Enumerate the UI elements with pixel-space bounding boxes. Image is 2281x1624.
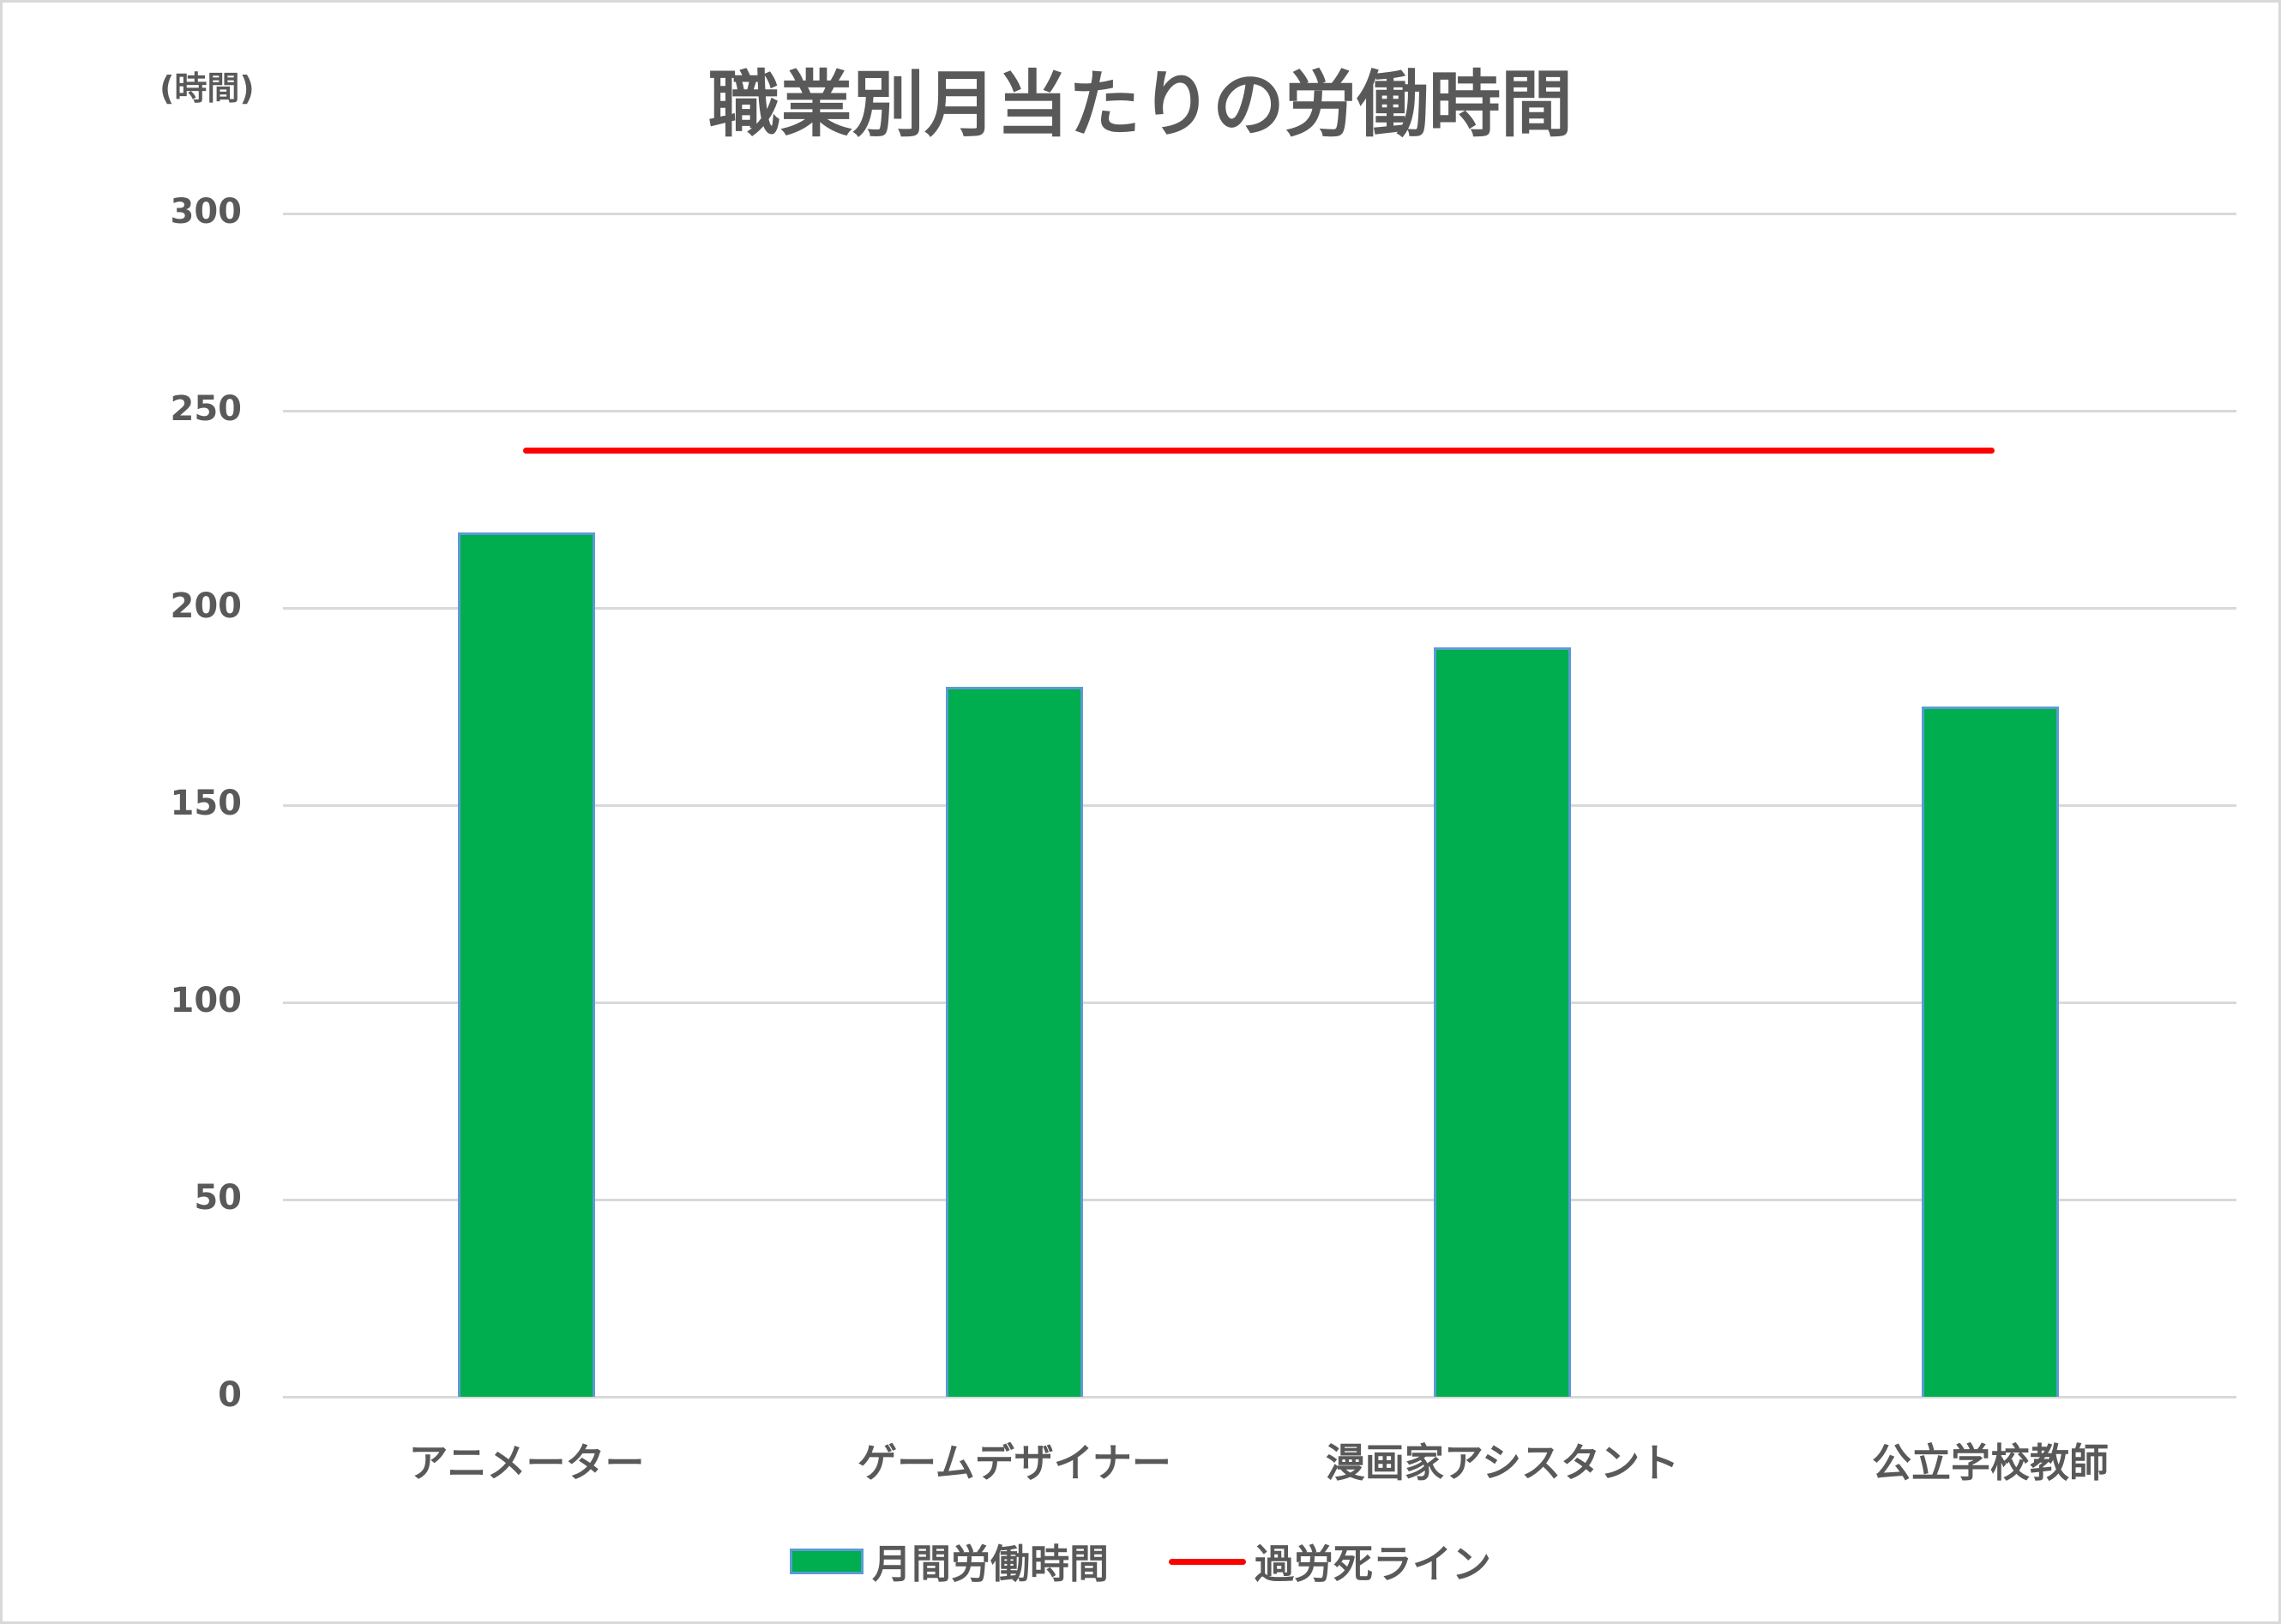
gridline-250 xyxy=(283,410,2236,412)
bar-game-designer xyxy=(946,687,1083,1397)
plot-area: 300 250 200 150 100 50 0 xyxy=(171,192,2236,1415)
legend-swatch-line-icon xyxy=(1169,1558,1246,1565)
gridline-0 xyxy=(283,1396,2236,1398)
x-category-label: 漫画家アシスタント xyxy=(1325,1440,1680,1486)
legend-item-karoshi-line: 過労死ライン xyxy=(1169,1533,1491,1590)
chart-title: 職業別月当たりの労働時間 xyxy=(707,63,1573,147)
legend-swatch-bar-icon xyxy=(790,1549,864,1574)
y-tick-label: 250 xyxy=(170,389,243,429)
x-category-label: 公立学校教師 xyxy=(1872,1440,2109,1486)
legend-label: 過労死ライン xyxy=(1255,1541,1491,1587)
legend: 月間労働時間 過労死ライン xyxy=(0,1533,2281,1590)
bar-animator xyxy=(458,532,595,1397)
y-tick-label: 300 xyxy=(170,192,243,232)
y-tick-label: 50 xyxy=(194,1178,242,1218)
y-tick-label: 150 xyxy=(170,784,243,823)
gridline-300 xyxy=(283,213,2236,215)
gridline-100 xyxy=(283,1001,2236,1004)
y-axis-unit: (時間) xyxy=(159,69,255,107)
bar-manga-assistant xyxy=(1434,647,1571,1397)
legend-item-monthly-hours: 月間労働時間 xyxy=(790,1533,1109,1590)
x-category-label: アニメーター xyxy=(408,1440,645,1486)
x-category-label: ゲームデザイナー xyxy=(858,1440,1171,1486)
gridline-150 xyxy=(283,804,2236,807)
gridline-50 xyxy=(283,1199,2236,1201)
gridline-200 xyxy=(283,607,2236,610)
y-tick-label: 0 xyxy=(218,1375,242,1415)
bar-public-school-teacher xyxy=(1922,707,2059,1397)
karoshi-line xyxy=(523,448,1995,454)
y-tick-label: 200 xyxy=(170,586,243,626)
y-tick-label: 100 xyxy=(170,981,243,1020)
legend-label: 月間労働時間 xyxy=(872,1541,1109,1587)
